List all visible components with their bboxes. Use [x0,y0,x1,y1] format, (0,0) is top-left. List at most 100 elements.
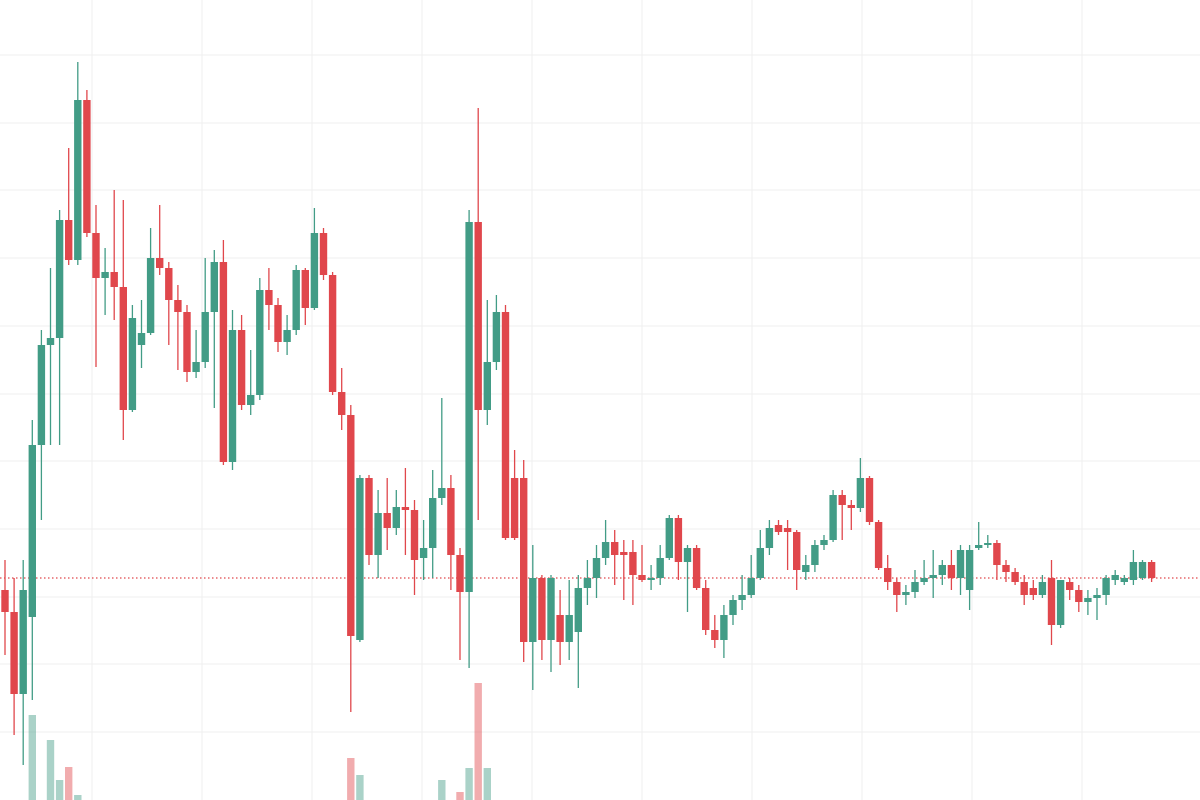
candle-body [592,558,601,578]
candle-body [574,588,582,632]
volume-bar [28,715,36,800]
candle-body [583,578,592,588]
candle-body [802,565,810,572]
candle-body [65,220,73,260]
candle-body [638,575,646,580]
volume-bar [483,768,491,800]
candle-body [529,578,537,642]
candle-body [665,518,673,558]
candle-body [483,362,491,410]
candle-body [347,415,355,636]
candle-body [165,268,173,300]
candle-body [174,300,182,312]
candle-body [692,548,701,588]
candle-body [956,550,965,578]
volume-bar [55,780,64,800]
candle-body [938,565,946,575]
candle-body [520,478,528,642]
volume-bar [456,792,464,800]
volume-bar [65,767,73,800]
vertical-grid [91,0,1083,800]
volume-bar [347,758,355,800]
candle-body [37,345,46,445]
candle-body [110,272,118,287]
candle-body [656,558,664,578]
volume-bar [46,740,55,800]
candle-body [947,565,956,578]
candle-body [1111,575,1119,580]
candle-body [920,578,928,582]
candle-body [674,518,683,562]
candle-body [419,548,428,558]
volume-bar [438,780,446,800]
candle-body [756,548,764,578]
candle-body [247,395,255,405]
candle-body [256,290,264,395]
candle-body [410,510,419,560]
volume-bar [74,795,82,800]
candle-body [474,222,482,410]
candle-body [210,262,218,312]
candle-body [237,330,246,405]
candle-body [1084,598,1092,602]
candle-body [83,100,91,233]
candle-body [865,478,874,522]
candle-body [1093,595,1101,598]
candle-body [1029,588,1037,595]
candle-body [438,488,446,498]
candle-body [401,507,410,510]
candle-body [683,548,692,562]
candle-body [629,552,637,575]
volume-bar [465,768,473,800]
candle-body [1120,578,1128,582]
candle-body [547,578,555,640]
candle-body [975,545,983,548]
horizontal-grid [0,54,1200,733]
candle-body [292,270,300,330]
candle-body [338,392,346,415]
candle-body [392,507,400,528]
candle-body [74,100,82,260]
candle-body [702,588,710,630]
candle-body [965,550,974,590]
candle-body [146,258,155,333]
candle-body [46,338,55,345]
candle-body [1075,590,1083,602]
volume-bars [28,683,491,800]
candle-body [19,590,27,694]
candle-body [192,362,200,372]
candle-body [319,233,328,275]
candle-body [820,540,828,545]
candle-body [55,220,64,338]
candle-body [1020,582,1028,595]
candle-body [856,478,865,508]
candle-body [465,222,473,592]
candle-body [538,578,546,640]
candle-body [283,330,291,342]
candle-body [365,478,373,555]
candle-body [10,612,18,694]
candle-body [1129,562,1138,580]
candle-body [274,305,282,342]
candle-body [793,532,801,570]
candle-body [929,575,937,578]
candle-body [219,262,228,462]
candle-body [374,513,382,555]
candle-body [201,312,209,362]
candle-body [447,488,455,555]
candle-body [310,233,319,308]
candle-body [811,545,819,565]
candle-body [28,445,36,617]
candle-body [383,513,391,528]
candle-body [911,582,919,592]
candle-body [501,312,510,538]
candle-body [611,542,619,555]
candle-body [328,275,337,392]
candle-body [838,495,846,505]
candle-body [1,590,9,612]
candle-body [601,542,610,558]
candle-body [893,582,901,595]
